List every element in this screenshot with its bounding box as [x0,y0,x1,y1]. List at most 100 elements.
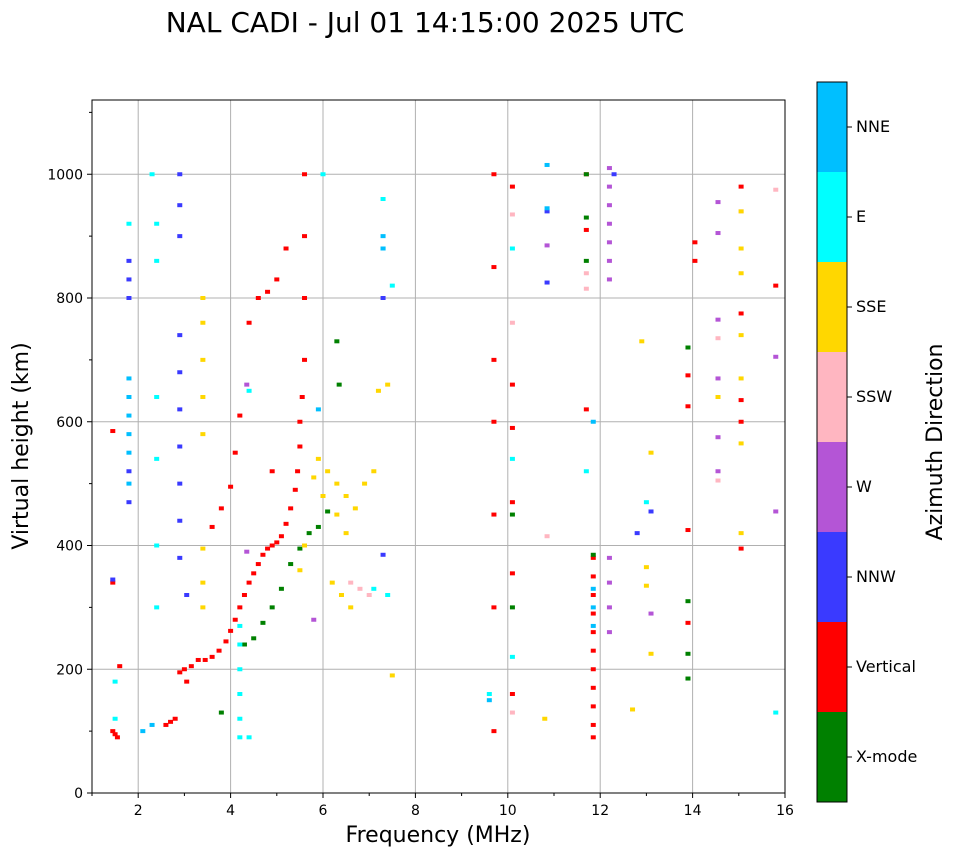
point-nne [126,432,132,437]
point-vertical [202,657,208,662]
point-nne [380,246,386,251]
point-sse [343,531,349,536]
point-sse [738,441,744,446]
point-x-mode [325,509,331,514]
point-ssw [509,710,515,715]
point-sse [200,432,206,437]
point-vertical [491,729,497,734]
point-nne [590,419,596,424]
point-w [606,580,612,585]
point-vertical [509,571,515,576]
point-vertical [491,605,497,610]
point-x-mode [685,599,691,604]
point-e [583,469,589,474]
point-ssw [583,286,589,291]
point-e [154,605,160,610]
point-vertical [269,543,275,548]
point-vertical [295,469,301,474]
point-nnw [184,593,190,597]
point-w [606,555,612,560]
point-vertical [509,692,515,696]
point-vertical [232,450,238,455]
point-w [606,258,612,263]
point-sse [311,475,317,480]
point-sse [352,506,358,511]
colorbar-frame [816,81,848,803]
point-e [154,543,160,548]
point-w [606,277,612,282]
x-tick-label: 8 [411,803,420,819]
point-e [112,679,118,684]
point-sse [362,481,368,486]
point-ssw [773,187,779,192]
point-vertical [302,296,308,300]
point-vertical [184,679,190,684]
point-e [643,500,649,505]
point-vertical [491,512,497,517]
point-vertical [114,735,120,740]
point-w [606,605,612,610]
colorbar-label-vertical: Vertical [856,657,916,676]
x-tick-label: 10 [499,803,517,819]
point-vertical [112,732,118,737]
point-e [246,388,252,393]
point-vertical [509,425,515,430]
point-e [237,642,243,647]
point-vertical [117,664,123,669]
point-sse [200,580,206,585]
colorbar-label-sse: SSE [856,297,886,316]
point-vertical [260,552,266,557]
point-sse [643,583,649,588]
colorbar-segment [817,82,847,172]
point-vertical [283,521,289,526]
point-w [606,221,612,226]
point-x-mode [685,345,691,350]
point-w [606,240,612,245]
point-vertical [223,639,229,644]
point-x-mode [685,651,691,656]
point-vertical [181,667,187,672]
colorbar-label-x-mode: X-mode [856,747,917,766]
point-e [486,692,492,696]
point-w [648,611,654,616]
point-vertical [265,546,271,551]
point-nne [544,162,550,167]
point-e [320,172,326,177]
point-x-mode [509,512,515,517]
point-vertical [590,735,596,740]
point-x-mode [583,258,589,263]
point-x-mode [315,524,321,529]
point-nnw [634,531,640,536]
point-nnw [126,258,132,263]
point-e [154,221,160,226]
point-w [606,203,612,208]
point-vertical [692,240,698,245]
point-sse [200,320,206,325]
point-e [237,623,243,628]
point-nnw [177,333,183,338]
grid-lines [92,100,786,794]
point-vertical [509,500,515,505]
point-vertical [685,404,691,409]
point-vertical [172,716,178,721]
point-ssw [544,534,550,539]
point-vertical [237,605,243,610]
colorbar-segment [817,622,847,712]
point-vertical [278,534,284,539]
chart-title: NAL CADI - Jul 01 14:15:00 2025 UTC [166,6,685,39]
x-tick-label: 16 [776,803,794,819]
point-nnw [544,209,550,214]
point-e [509,654,515,659]
colorbar-segment [817,172,847,262]
point-vertical [228,628,234,633]
point-vertical [590,630,596,635]
point-vertical [509,184,515,189]
point-vertical [177,670,183,675]
point-nnw [177,444,183,449]
point-nnw [177,370,183,375]
point-sse [389,673,395,678]
point-ssw [357,586,363,591]
point-w [606,166,612,171]
point-w [606,184,612,189]
point-vertical [274,277,280,282]
